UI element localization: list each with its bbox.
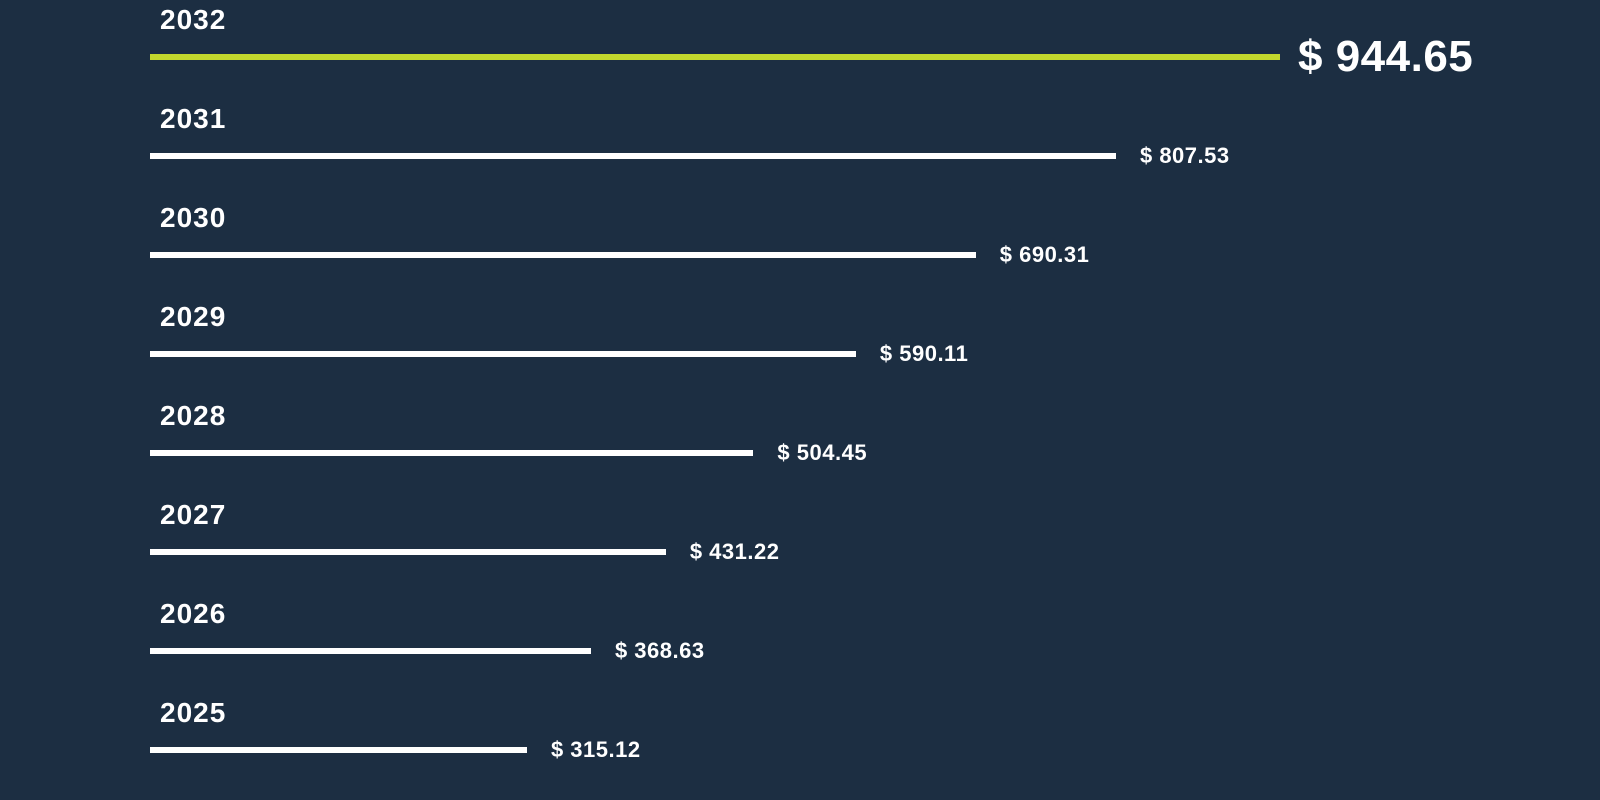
bar-wrap: $ 807.53 xyxy=(150,141,1230,171)
bar xyxy=(150,351,856,357)
chart-row: 2027 $ 431.22 xyxy=(150,495,1580,594)
chart-row: 2029 $ 590.11 xyxy=(150,297,1580,396)
value-label: $ 315.12 xyxy=(551,737,641,763)
value-label: $ 944.65 xyxy=(1298,32,1473,82)
bar-wrap: $ 944.65 xyxy=(150,42,1473,72)
year-label: 2025 xyxy=(160,697,226,729)
year-label: 2031 xyxy=(160,103,226,135)
bar xyxy=(150,747,527,753)
bar-wrap: $ 590.11 xyxy=(150,339,968,369)
bar-wrap: $ 315.12 xyxy=(150,735,641,765)
bar xyxy=(150,450,753,456)
bar-wrap: $ 504.45 xyxy=(150,438,867,468)
bar xyxy=(150,153,1116,159)
value-label: $ 590.11 xyxy=(880,341,968,367)
bar-wrap: $ 431.22 xyxy=(150,537,779,567)
bar xyxy=(150,252,976,258)
chart-row: 2025 $ 315.12 xyxy=(150,693,1580,792)
year-label: 2026 xyxy=(160,598,226,630)
bar xyxy=(150,549,666,555)
year-label: 2027 xyxy=(160,499,226,531)
year-label: 2024 xyxy=(160,796,226,800)
value-label: $ 504.45 xyxy=(777,440,867,466)
year-label: 2028 xyxy=(160,400,226,432)
bar xyxy=(150,648,591,654)
chart-row: 2030 $ 690.31 xyxy=(150,198,1580,297)
year-label: 2030 xyxy=(160,202,226,234)
bar xyxy=(150,54,1280,60)
chart-row: 2031 $ 807.53 xyxy=(150,99,1580,198)
chart-row: 2028 $ 504.45 xyxy=(150,396,1580,495)
value-label: $ 690.31 xyxy=(1000,242,1090,268)
year-label: 2032 xyxy=(160,4,226,36)
chart-row: 2024 xyxy=(150,792,1580,800)
year-label: 2029 xyxy=(160,301,226,333)
bar-wrap: $ 690.31 xyxy=(150,240,1089,270)
chart-row: 2026 $ 368.63 xyxy=(150,594,1580,693)
bar-chart: 2032 $ 944.65 2031 $ 807.53 2030 $ 690.31 2029… xyxy=(0,0,1600,800)
chart-row: 2032 $ 944.65 xyxy=(150,0,1580,99)
value-label: $ 431.22 xyxy=(690,539,780,565)
value-label: $ 807.53 xyxy=(1140,143,1230,169)
value-label: $ 368.63 xyxy=(615,638,705,664)
bar-wrap: $ 368.63 xyxy=(150,636,705,666)
